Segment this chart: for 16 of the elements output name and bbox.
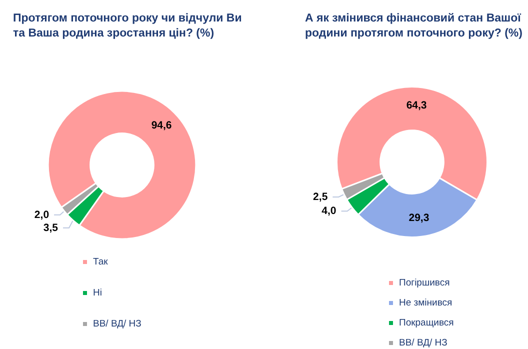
legend-label: Не змінився bbox=[399, 298, 452, 308]
legend-label: ВВ/ ВД/ НЗ bbox=[93, 318, 142, 330]
chart-title: А як змінився фінансовий стан Вашої родини протягом поточного року? (%) bbox=[305, 12, 523, 40]
legend-label: Ні bbox=[93, 288, 102, 298]
data-label: 4,0 bbox=[322, 205, 336, 218]
data-label: 2,5 bbox=[313, 190, 328, 203]
data-label: 3,5 bbox=[43, 222, 58, 234]
legend-label: Погіршився bbox=[399, 278, 450, 288]
chart-title: Протягом поточного року чи відчули Ви та Ваша родина зростання цін? (%) bbox=[13, 12, 242, 40]
legend-label: Так bbox=[93, 256, 109, 268]
data-label: 29,3 bbox=[408, 212, 430, 224]
data-label: 94,6 bbox=[151, 120, 172, 132]
legend-label: Покращився bbox=[399, 318, 454, 328]
data-label: 2,0 bbox=[34, 208, 50, 221]
legend-label: ВВ/ ВД/ НЗ bbox=[399, 338, 448, 348]
data-label: 64,3 bbox=[406, 100, 427, 112]
